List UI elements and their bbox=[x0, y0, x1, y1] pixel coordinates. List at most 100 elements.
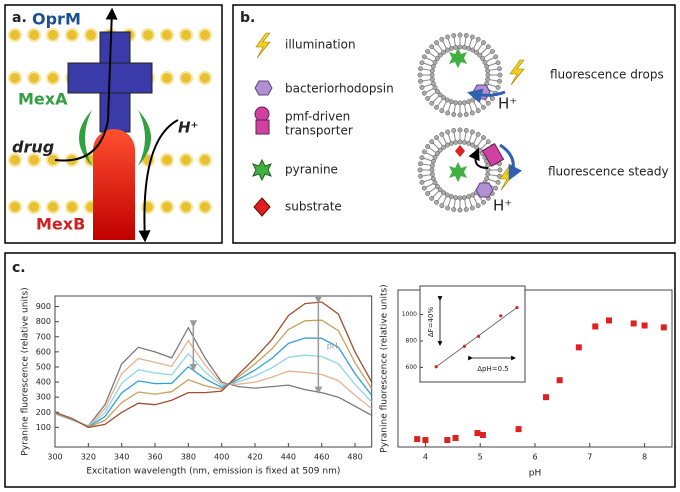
lipid-tail bbox=[453, 132, 456, 141]
y-tick-label: 700 bbox=[36, 332, 51, 341]
lipid bbox=[418, 78, 423, 84]
lipid bbox=[461, 100, 467, 106]
panel-label: b. bbox=[240, 10, 255, 26]
point bbox=[422, 437, 429, 444]
lipid bbox=[179, 200, 193, 214]
point bbox=[605, 317, 612, 324]
lipid bbox=[480, 56, 486, 61]
lipid-tail bbox=[473, 40, 478, 49]
lipid-tail bbox=[422, 163, 431, 166]
lipid bbox=[430, 81, 436, 87]
lipid bbox=[470, 47, 476, 53]
lipid bbox=[429, 167, 435, 173]
lipid bbox=[463, 207, 469, 212]
lipid bbox=[425, 96, 431, 101]
lipid bbox=[46, 200, 60, 214]
lipid bbox=[497, 66, 502, 72]
lipid-tail bbox=[468, 198, 473, 207]
lipid-tail bbox=[483, 52, 492, 58]
lipid bbox=[421, 149, 427, 155]
lipid-tail bbox=[437, 193, 443, 202]
plot-frame bbox=[54, 295, 373, 448]
lipid bbox=[160, 200, 174, 214]
lipid bbox=[434, 89, 440, 94]
lipid bbox=[481, 40, 486, 46]
lipid bbox=[451, 112, 457, 117]
lipid bbox=[470, 192, 476, 198]
lipid bbox=[179, 71, 193, 85]
lipid bbox=[457, 139, 463, 145]
lipid bbox=[444, 142, 450, 148]
lipid-tail bbox=[432, 142, 440, 150]
y-axis-label: Pyranine fluorescence (relative units) bbox=[380, 284, 390, 452]
y-tick-label: 400 bbox=[36, 378, 51, 387]
lipid-tail bbox=[489, 79, 498, 82]
lipid-tail bbox=[477, 138, 483, 147]
point bbox=[630, 320, 637, 327]
point bbox=[452, 434, 459, 441]
lipid bbox=[457, 207, 463, 213]
lipid-tail bbox=[464, 37, 467, 46]
y-tick-label: 800 bbox=[36, 317, 51, 326]
lipid bbox=[485, 139, 491, 145]
inset-point bbox=[434, 365, 438, 369]
lipid-tail bbox=[488, 83, 497, 88]
lipid bbox=[453, 139, 459, 145]
lipid-tail bbox=[425, 183, 434, 188]
lipid bbox=[46, 28, 60, 42]
lipid-tail bbox=[428, 187, 437, 193]
pyranine-icon bbox=[449, 162, 467, 182]
lipid bbox=[475, 108, 481, 114]
lipid bbox=[429, 72, 435, 78]
lipid bbox=[448, 45, 454, 51]
lipid bbox=[429, 100, 435, 106]
lipid-tail bbox=[477, 98, 483, 107]
pyranine-icon bbox=[449, 48, 467, 68]
lipid bbox=[198, 200, 212, 214]
proton-arrow bbox=[499, 143, 523, 181]
lipid-tail bbox=[453, 199, 456, 208]
lipid bbox=[84, 28, 98, 42]
x-tick-label: 5 bbox=[478, 453, 483, 462]
bacteriorhodopsin-icon bbox=[254, 80, 273, 96]
point bbox=[556, 377, 563, 384]
lipid bbox=[434, 135, 439, 141]
lipid bbox=[457, 195, 463, 201]
lipid-tail bbox=[489, 174, 498, 177]
y-tick-label: 1000 bbox=[402, 311, 417, 318]
lipid bbox=[437, 187, 443, 193]
lipid bbox=[432, 59, 438, 65]
legend-label: bacteriorhodopsin bbox=[285, 82, 394, 96]
lipid-tail bbox=[453, 37, 456, 46]
lipid bbox=[495, 84, 501, 90]
substrate-icon bbox=[253, 197, 271, 217]
lipid-tail bbox=[428, 52, 437, 58]
lipid-tail bbox=[423, 83, 432, 88]
mexb-shape bbox=[93, 129, 135, 240]
lipid bbox=[451, 33, 457, 38]
substrate-icon bbox=[455, 145, 465, 157]
lipid-tail bbox=[464, 132, 467, 141]
lipid bbox=[466, 99, 472, 105]
lipid bbox=[485, 44, 491, 50]
inset-point bbox=[462, 344, 467, 348]
y-axis-label: Pyranine fluorescence (relative units) bbox=[21, 287, 31, 455]
lipid-tail bbox=[486, 57, 495, 62]
lipid bbox=[429, 195, 435, 201]
lipid bbox=[461, 195, 467, 201]
lipid bbox=[469, 34, 475, 40]
x-tick-label: 300 bbox=[47, 453, 62, 462]
lipid-tail bbox=[473, 135, 478, 144]
lipid-tail bbox=[425, 57, 434, 62]
lipid bbox=[430, 176, 436, 182]
lipid bbox=[439, 131, 445, 137]
lipid-tail bbox=[477, 193, 483, 202]
legend-label: transporter bbox=[285, 124, 353, 138]
lipid bbox=[434, 40, 439, 46]
lipid bbox=[495, 179, 501, 185]
lipid bbox=[470, 97, 476, 103]
x-axis-label: pH bbox=[529, 469, 541, 479]
x-tick-label: 360 bbox=[147, 453, 162, 462]
lipid-tail bbox=[468, 103, 473, 112]
lipid bbox=[457, 32, 463, 38]
